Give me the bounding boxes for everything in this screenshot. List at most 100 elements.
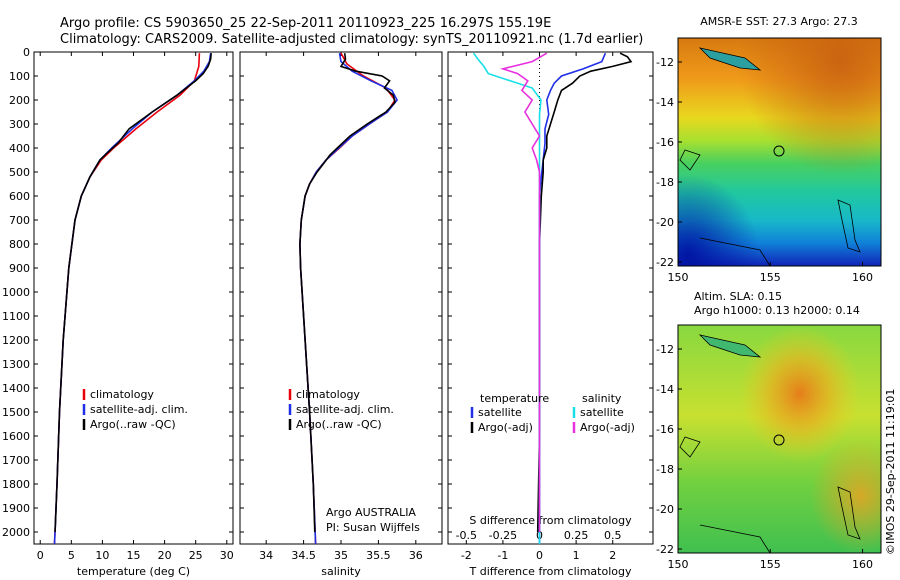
annotation-line2: PI: Susan Wijffels <box>326 521 420 534</box>
map-x-tick-label: 160 <box>852 558 873 571</box>
depth-tick-label: 500 <box>9 166 30 179</box>
legend-label: Argo(..raw -QC) <box>296 418 382 431</box>
depth-tick-label: 1000 <box>2 286 30 299</box>
temperature-panel: 0100200300400500600700800900100011001200… <box>2 46 234 578</box>
depth-tick-label: 1900 <box>2 502 30 515</box>
map-y-tick-label: -14 <box>656 96 674 109</box>
depth-tick-label: 2000 <box>2 526 30 539</box>
legend-label: Argo(..raw -QC) <box>90 418 176 431</box>
map-y-tick-label: -16 <box>656 136 674 149</box>
depth-tick-label: 100 <box>9 70 30 83</box>
s-tick-label: 0.25 <box>564 529 589 542</box>
map-y-tick-label: -20 <box>656 216 674 229</box>
coastline-png <box>698 47 762 71</box>
x-tick-label: 36 <box>409 549 423 562</box>
map-y-tick-label: -14 <box>656 383 674 396</box>
x-tick-label: 10 <box>95 549 109 562</box>
x-tick-label: 34.5 <box>291 549 316 562</box>
x-tick-label: 30 <box>220 549 234 562</box>
header-line1: Argo profile: CS 5903650_25 22-Sep-2011 … <box>60 16 551 31</box>
depth-tick-label: 1100 <box>2 310 30 323</box>
map-y-tick-label: -18 <box>656 176 674 189</box>
temperature-xlabel: temperature (deg C) <box>77 565 190 578</box>
x-tick-label: 35 <box>334 549 348 562</box>
x-tick-label: -1 <box>497 549 508 562</box>
x-tick-label: 0 <box>37 549 44 562</box>
x-tick-label: -2 <box>461 549 472 562</box>
x-tick-label: 34 <box>259 549 273 562</box>
map-y-tick-label: -12 <box>656 343 674 356</box>
depth-tick-label: 1700 <box>2 454 30 467</box>
s-tick-label: -0.5 <box>456 529 477 542</box>
depth-tick-label: 1500 <box>2 406 30 419</box>
legend-label: satellite-adj. clim. <box>296 403 394 416</box>
x-tick-label: 5 <box>68 549 75 562</box>
depth-tick-label: 800 <box>9 238 30 251</box>
legend-label: satellite <box>478 406 522 419</box>
map-x-tick-label: 150 <box>668 558 689 571</box>
credit-text: ©IMOS 29-Sep-2011 11:19:01 <box>884 389 897 555</box>
map-x-tick-label: 160 <box>852 271 873 284</box>
legend-header-salinity: salinity <box>582 392 622 405</box>
depth-tick-label: 0 <box>23 46 30 59</box>
s-tick-label: 0.5 <box>604 529 622 542</box>
depth-tick-label: 1400 <box>2 382 30 395</box>
depth-tick-label: 200 <box>9 94 30 107</box>
sla-argo-float-marker <box>773 434 785 446</box>
depth-tick-label: 900 <box>9 262 30 275</box>
map-y-tick-label: -18 <box>656 463 674 476</box>
map-x-tick-label: 150 <box>668 271 689 284</box>
argo-float-marker <box>773 145 785 157</box>
map-x-tick-label: 155 <box>760 271 781 284</box>
series-argo-raw-qc- <box>299 53 396 533</box>
map-y-tick-label: -12 <box>656 56 674 69</box>
map-x-tick-label: 155 <box>760 558 781 571</box>
salinity-frame <box>239 51 443 545</box>
map-y-tick-label: -20 <box>656 503 674 516</box>
coastline-newcaledonia <box>837 199 861 253</box>
legend-label: Argo(-adj) <box>580 421 635 434</box>
depth-tick-label: 300 <box>9 118 30 131</box>
sst-map-panel: AMSR-E SST: 27.3 Argo: 27.3 150 155 160 -12… <box>656 15 882 284</box>
legend-label: satellite <box>580 406 624 419</box>
sla-map-title2: Argo h1000: 0.13 h2000: 0.14 <box>694 304 860 317</box>
x-tick-label: 2 <box>609 549 616 562</box>
legend-label: Argo(-adj) <box>478 421 533 434</box>
annotation-line1: Argo AUSTRALIA <box>326 506 416 519</box>
depth-tick-label: 400 <box>9 142 30 155</box>
sla-map-title1: Altim. SLA: 0.15 <box>694 290 782 303</box>
salinity-panel: 34 34.5 35 35.5 36 salinity climatology satelli… <box>239 51 443 578</box>
diff-xlabel: T difference from climatology <box>469 565 632 578</box>
sla-map-frame <box>677 324 882 554</box>
coastline-islands <box>679 149 701 171</box>
depth-tick-label: 1200 <box>2 334 30 347</box>
depth-tick-label: 1300 <box>2 358 30 371</box>
depth-tick-label: 700 <box>9 214 30 227</box>
map-y-tick-label: -16 <box>656 423 674 436</box>
differences-frame <box>447 51 654 545</box>
sla-map-panel: Altim. SLA: 0.15 Argo h1000: 0.13 h2000:… <box>656 290 882 571</box>
difference-panel: -2 -1 0 1 2-0.5 -0.25 0 0.25 0.5S difference fro… <box>447 51 654 578</box>
depth-tick-label: 600 <box>9 190 30 203</box>
x-tick-label: 1 <box>573 549 580 562</box>
x-tick-label: 0 <box>536 549 543 562</box>
s-tick-label: -0.25 <box>489 529 517 542</box>
x-tick-label: 15 <box>127 549 141 562</box>
depth-tick-label: 1800 <box>2 478 30 491</box>
legend-label: satellite-adj. clim. <box>90 403 188 416</box>
map-y-tick-label: -22 <box>656 543 674 556</box>
depth-tick-label: 1600 <box>2 430 30 443</box>
legend-label: climatology <box>296 388 360 401</box>
legend-header-temperature: temperature <box>480 392 549 405</box>
series-argo-raw-qc- <box>54 53 212 533</box>
sla-coastline-newcaledonia <box>837 486 861 540</box>
salinity-xlabel: salinity <box>321 565 361 578</box>
sla-coastline-png <box>698 334 762 358</box>
legend-label: climatology <box>90 388 154 401</box>
series-s-argo-adj- <box>499 52 548 532</box>
map-y-tick-label: -22 <box>656 256 674 269</box>
sst-map-frame <box>677 37 882 267</box>
x-tick-label: 35.5 <box>366 549 391 562</box>
